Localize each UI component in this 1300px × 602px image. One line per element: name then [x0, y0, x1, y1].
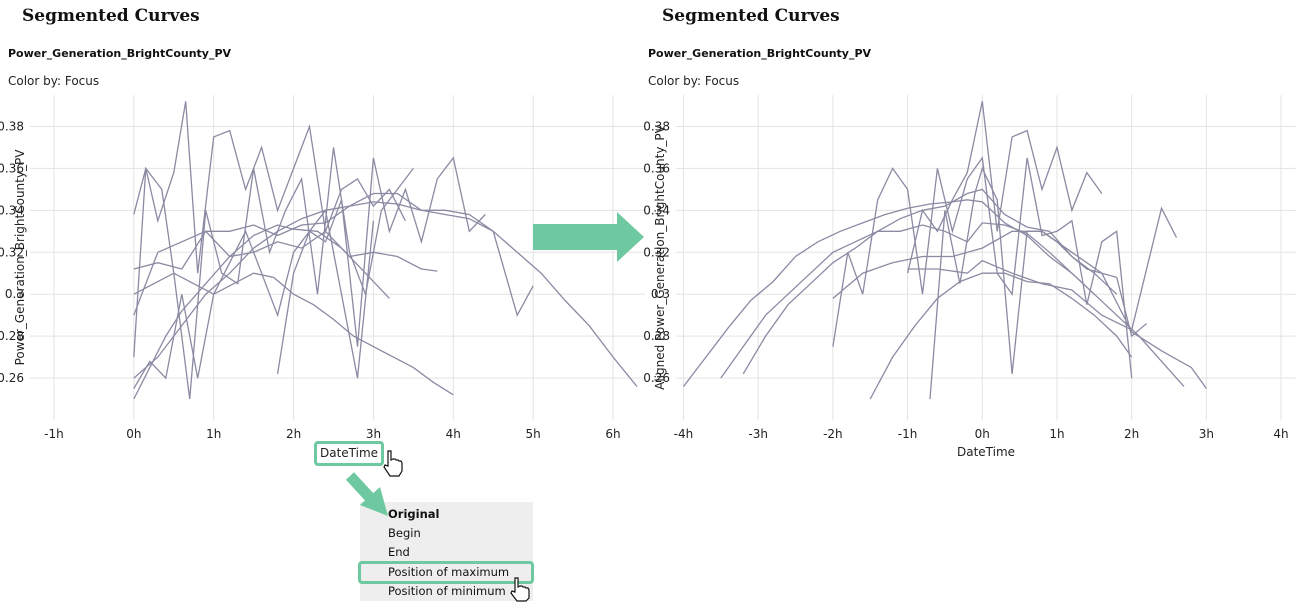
- x-tick-label: 6h: [605, 427, 620, 441]
- y-tick-label: 0.34: [643, 203, 670, 217]
- y-tick-label: 0.3: [651, 287, 670, 301]
- x-axis-label: DateTime: [957, 445, 1015, 459]
- menu-item-position-of-minimum[interactable]: Position of minimum: [388, 584, 506, 598]
- y-tick-label: 0.26: [0, 371, 24, 385]
- x-tick-label: -3h: [748, 427, 768, 441]
- series-line-2: [720, 222, 1095, 379]
- left-color-by-label: Color by: Focus: [8, 74, 100, 88]
- x-tick-label: 2h: [286, 427, 301, 441]
- y-tick-label: 0.38: [0, 119, 24, 133]
- series-line-3: [742, 188, 1118, 375]
- series-line-8: [832, 230, 1207, 389]
- series-line-5: [906, 101, 1103, 274]
- series-line-9: [907, 206, 1178, 331]
- x-tick-label: -1h: [898, 427, 918, 441]
- y-tick-label: 0.28: [0, 329, 24, 343]
- y-tick-label: 0.32: [643, 245, 670, 259]
- menu-item-original[interactable]: Original: [388, 507, 440, 521]
- series-line-6: [832, 156, 1133, 379]
- y-tick-label: 0.32: [0, 245, 24, 259]
- series-line-4: [869, 272, 1133, 400]
- x-tick-label: 4h: [446, 427, 461, 441]
- series-line-7: [929, 166, 1148, 400]
- x-tick-label: -4h: [674, 427, 694, 441]
- x-tick-label: 3h: [1199, 427, 1214, 441]
- y-axis-label: Power_Generation_BrightCounty_PV: [13, 149, 27, 366]
- y-tick-label: 0.36: [0, 161, 24, 175]
- series-line-2: [133, 201, 638, 387]
- series-line-4: [133, 101, 406, 274]
- series-line-1: [682, 199, 1185, 387]
- x-tick-label: 0h: [126, 427, 141, 441]
- x-tick-label: 1h: [1049, 427, 1064, 441]
- left-chart: 0.26 0.28 0.3 0.32 0.34 0.36 0.38 -1h 0h 1h 2h 3h 4h…: [0, 95, 645, 441]
- series-line-6: [133, 192, 534, 317]
- x-tick-label: 2h: [1124, 427, 1139, 441]
- y-tick-label: 0.26: [643, 371, 670, 385]
- right-panel-title: Segmented Curves: [662, 6, 840, 26]
- series-line-9: [276, 156, 486, 375]
- x-tick-label: -2h: [823, 427, 843, 441]
- x-tick-label: 3h: [366, 427, 381, 441]
- menu-item-position-of-maximum[interactable]: Position of maximum: [388, 565, 510, 579]
- right-chart: 0.26 0.28 0.3 0.32 0.34 0.36 0.38 -4h -3h -2h -1h 0…: [643, 95, 1296, 459]
- left-panel-subtitle: Power_Generation_BrightCounty_PV: [8, 47, 232, 60]
- x-tick-label: 4h: [1273, 427, 1288, 441]
- x-axis-datetime-button[interactable]: DateTime: [314, 441, 384, 466]
- x-tick-label: 1h: [206, 427, 221, 441]
- series-line-8: [133, 208, 375, 389]
- menu-item-begin[interactable]: Begin: [388, 526, 421, 540]
- x-tick-label: 0h: [975, 427, 990, 441]
- y-axis-label: Aligned Power_Generation_BrightCounty_PV: [653, 124, 667, 390]
- y-tick-label: 0.36: [643, 161, 670, 175]
- y-tick-label: 0.3: [5, 287, 24, 301]
- menu-item-end[interactable]: End: [388, 545, 410, 559]
- right-color-by-label: Color by: Focus: [648, 74, 740, 88]
- y-tick-label: 0.38: [643, 119, 670, 133]
- y-tick-label: 0.34: [0, 203, 24, 217]
- x-tick-label: 5h: [526, 427, 541, 441]
- alignment-menu: Original Begin End Position of maximum P…: [360, 502, 533, 601]
- left-panel-title: Segmented Curves: [22, 6, 200, 26]
- series-line-7: [133, 230, 438, 316]
- menu-highlight-box: [358, 561, 534, 584]
- series-line-3: [133, 272, 454, 396]
- y-tick-label: 0.28: [643, 329, 670, 343]
- x-tick-label: -1h: [44, 427, 64, 441]
- right-panel-subtitle: Power_Generation_BrightCounty_PV: [648, 47, 872, 60]
